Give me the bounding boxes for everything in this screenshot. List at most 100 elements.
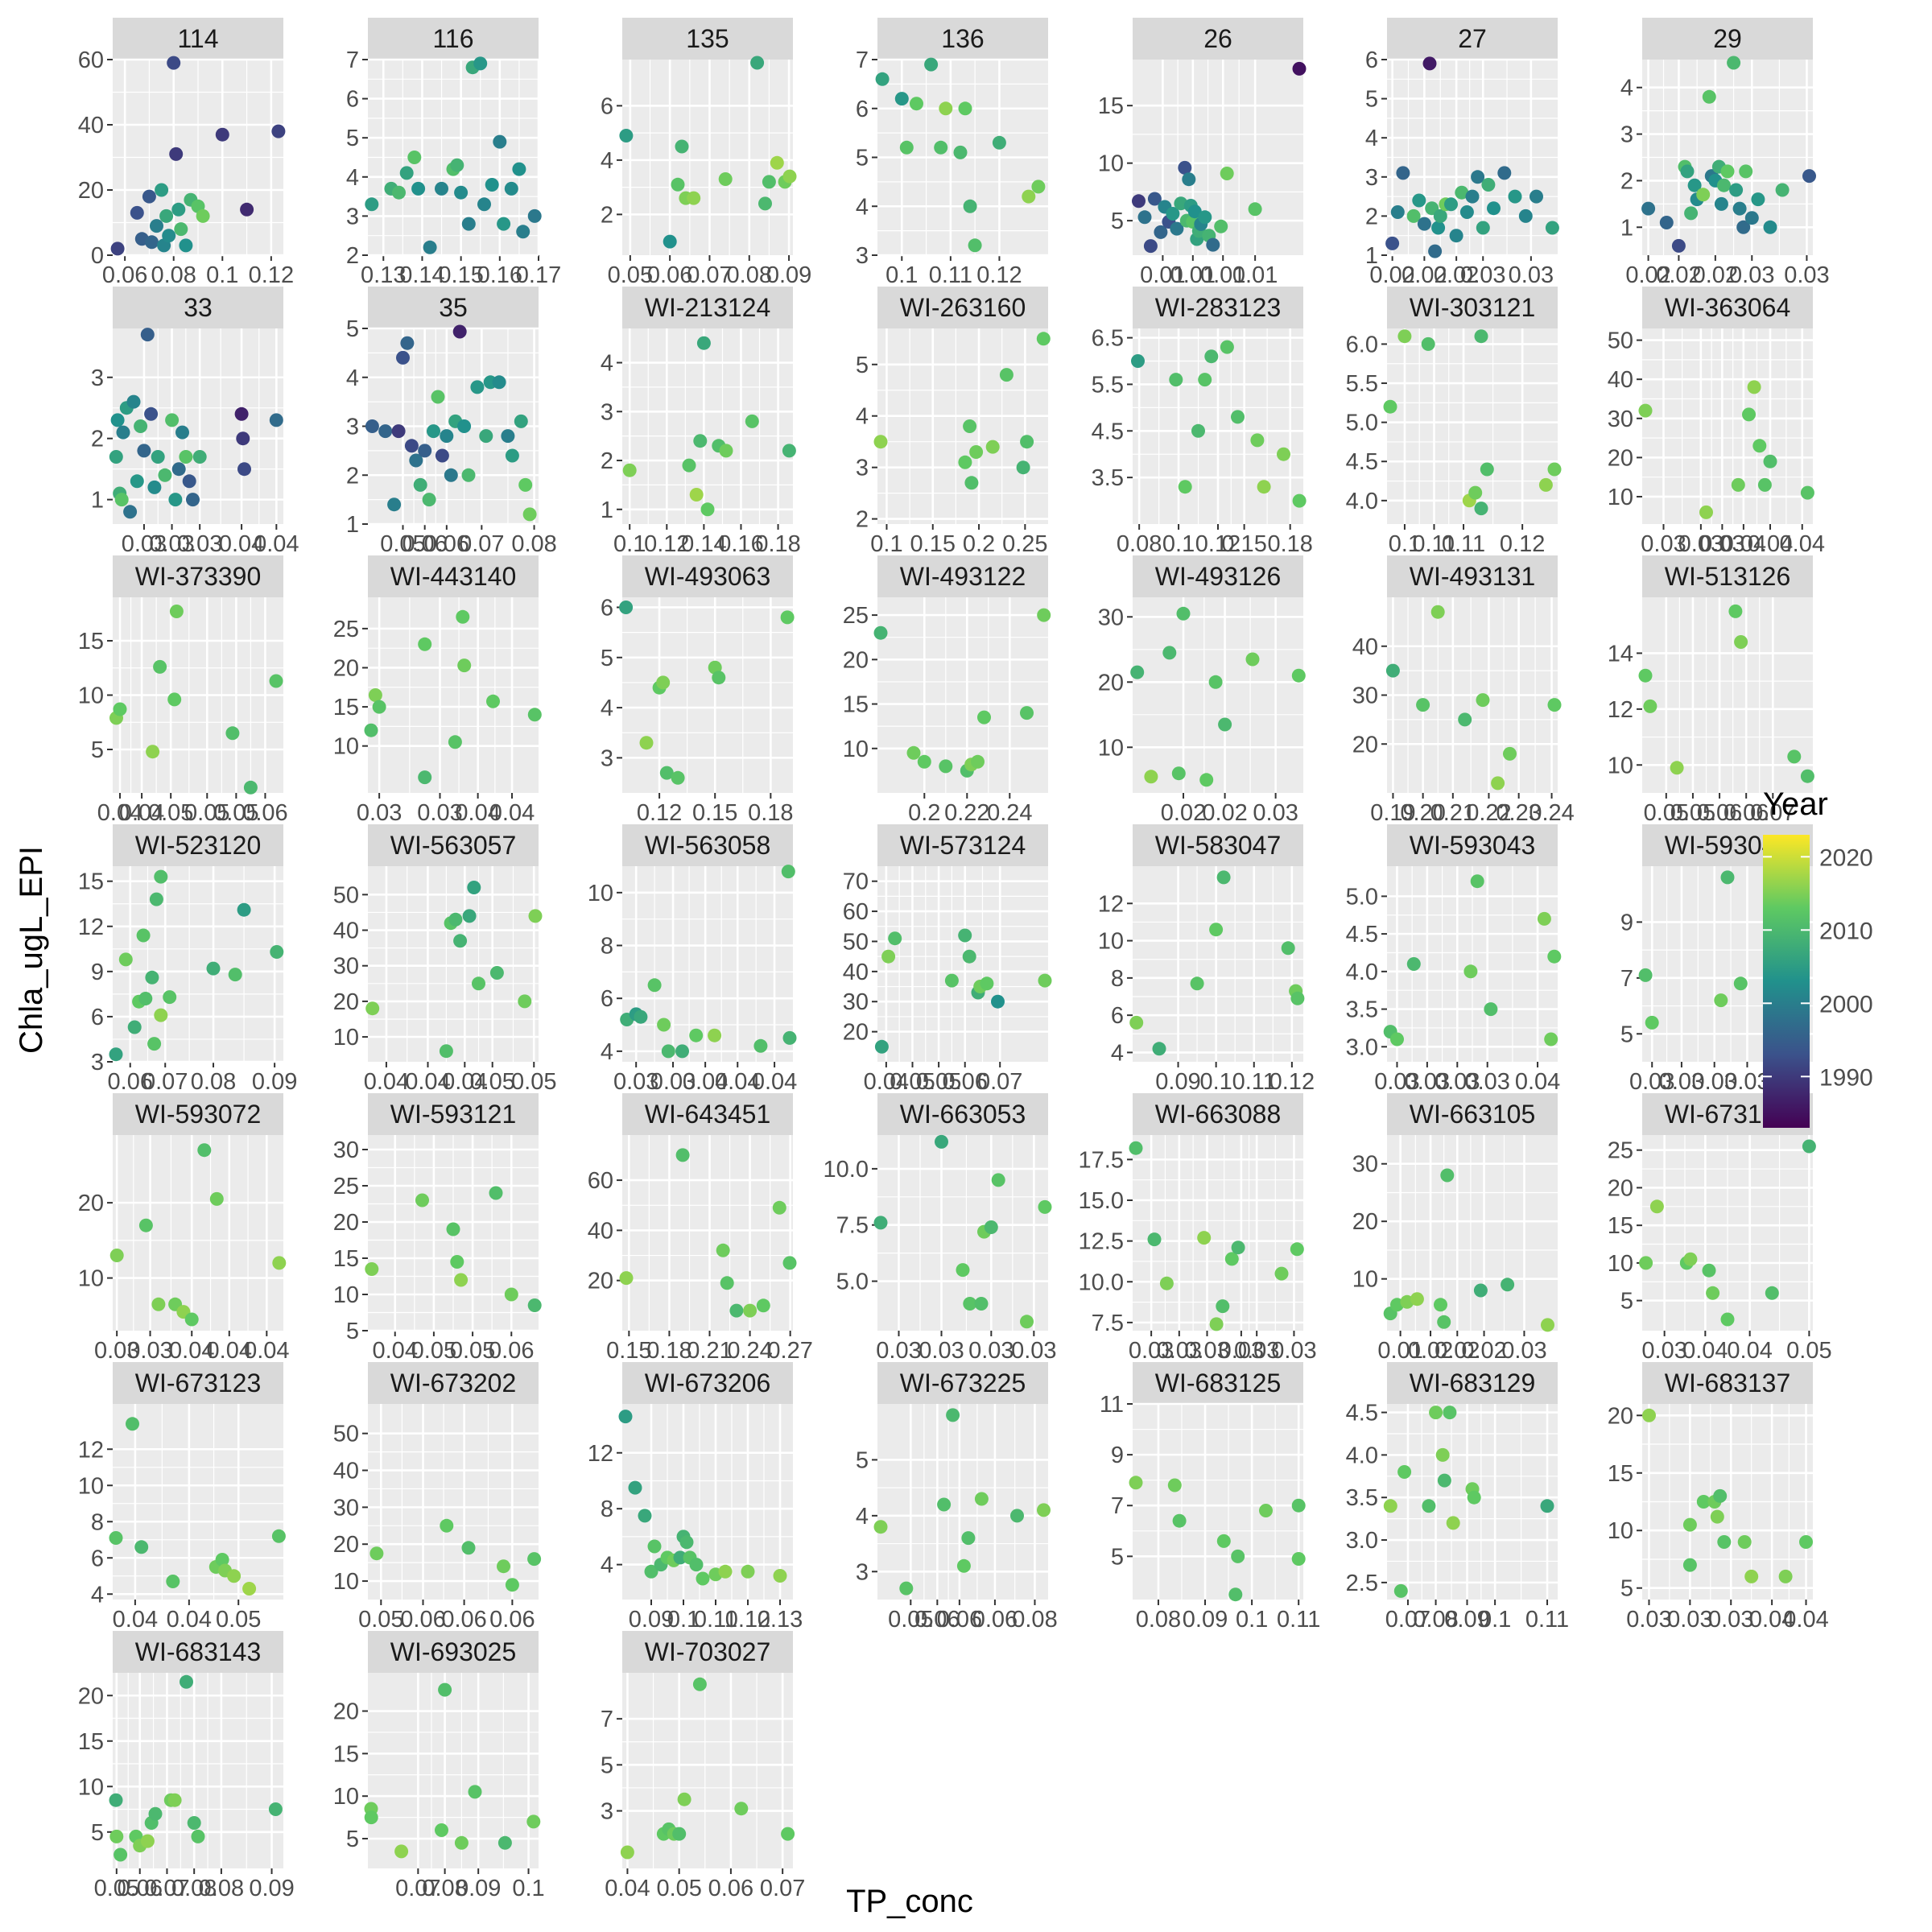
x-tick-label: 0.02 [1693,262,1738,288]
data-point [1742,407,1756,422]
data-point [719,444,733,458]
x-tick-label: 0.04 [1783,1607,1828,1633]
data-point [409,453,423,468]
facet-strip [622,1362,793,1404]
data-point [782,444,796,458]
y-tick-label: 30 [1608,407,1633,432]
y-tick-label: 4.5 [1346,1401,1378,1426]
y-tick-label: 6 [346,87,359,113]
data-point [1787,749,1802,764]
data-point [1422,1499,1436,1513]
data-point [457,658,472,673]
y-tick-label: 7.5 [836,1213,869,1239]
y-tick-label: 10 [78,1473,104,1499]
data-point [144,407,159,421]
x-tick-label: 0.02 [1161,800,1206,826]
data-point [773,1569,787,1583]
y-tick-label: 4.0 [1346,1443,1378,1468]
data-point [1443,1406,1457,1420]
data-point [168,493,183,507]
x-tick-label: 0.02 [1202,800,1247,826]
y-tick-label: 10 [1608,485,1633,510]
panel-background [368,597,539,793]
facet-strip [622,1631,793,1673]
data-point [977,710,991,724]
x-tick-label: 0.12 [249,262,294,288]
data-point [924,57,939,72]
y-tick-label: 5 [346,1319,359,1344]
panel-background [877,866,1048,1062]
panel-background [622,866,793,1062]
data-point [1187,204,1202,219]
x-tick-label: 0.09 [1444,1607,1489,1633]
y-tick-label: 4.5 [1346,449,1378,475]
facet-panel: WI-673206 0.090.10.110.120.13 4 8 12 [588,1362,803,1633]
y-tick-label: 7 [1111,1493,1124,1519]
data-point [782,1030,797,1045]
y-tick-label: 3 [91,365,104,391]
facet-strip-label: WI-493126 [1155,562,1282,591]
data-point [1541,1318,1554,1332]
x-tick-label: 0.04 [442,1069,487,1095]
y-tick-label: 10 [1608,1518,1633,1544]
x-tick-label: 0.04 [1721,531,1766,557]
y-tick-label: 50 [843,929,869,955]
data-point [1143,239,1158,254]
x-tick-label: 0.01 [1232,262,1278,288]
x-tick-label: 0.06 [400,1607,445,1633]
y-tick-label: 5 [346,316,359,342]
data-point [113,702,127,716]
x-tick-label: 0.05 [888,1607,933,1633]
data-point [159,208,174,223]
data-point [527,708,542,722]
data-point [365,1262,379,1276]
x-tick-label: 0.04 [254,531,299,557]
legend-tick-label: 2000 [1819,991,1873,1018]
facet-panel: WI-683129 0.070.080.090.1 0.11 2.5 3.0 3.5 4.0… [1346,1362,1569,1633]
data-point [150,219,163,233]
data-point [671,770,685,785]
data-point [526,1814,541,1829]
data-point [1481,178,1496,192]
data-point [365,419,379,433]
data-point [1717,1535,1732,1549]
x-tick-label: 0.12 [1500,531,1545,557]
data-point [197,1143,212,1158]
data-point [364,723,378,737]
x-tick-label: 0.11 [1442,531,1485,557]
data-point [661,1044,675,1059]
x-tick-label: 0.01 [1170,262,1216,288]
data-point [364,1810,378,1825]
data-point [1639,1256,1653,1270]
y-tick-label: 10 [1352,1267,1378,1293]
data-point [169,147,184,161]
x-tick-label: 0.11 [1412,531,1455,557]
data-point [935,1134,948,1149]
y-tick-label: 1 [601,497,613,523]
data-point [1214,219,1228,233]
y-tick-label: 15 [843,692,869,718]
data-point [1245,652,1260,667]
data-point [1290,1242,1304,1257]
data-point [1538,477,1553,492]
data-point [1152,1042,1166,1056]
data-point [1468,485,1483,500]
x-tick-label: 0.04 [207,1338,252,1364]
facet-strip [622,287,793,328]
data-point [457,419,472,433]
data-point [528,909,543,923]
panel-background [622,60,793,255]
facet-strip-label: WI-663088 [1155,1100,1282,1129]
data-point [712,671,726,685]
facet-strip [1642,18,1813,60]
data-point [151,450,165,464]
x-tick-label: 0.03 [122,531,167,557]
facet-panel: 136 0.1 0.11 0.12 3 4 5 6 7 [856,18,1048,288]
data-point [1228,1587,1243,1602]
data-point [1720,1312,1735,1327]
data-point [682,458,696,473]
facet-strip-label: WI-583047 [1155,831,1282,860]
x-tick-label: 0.06 [441,1607,486,1633]
